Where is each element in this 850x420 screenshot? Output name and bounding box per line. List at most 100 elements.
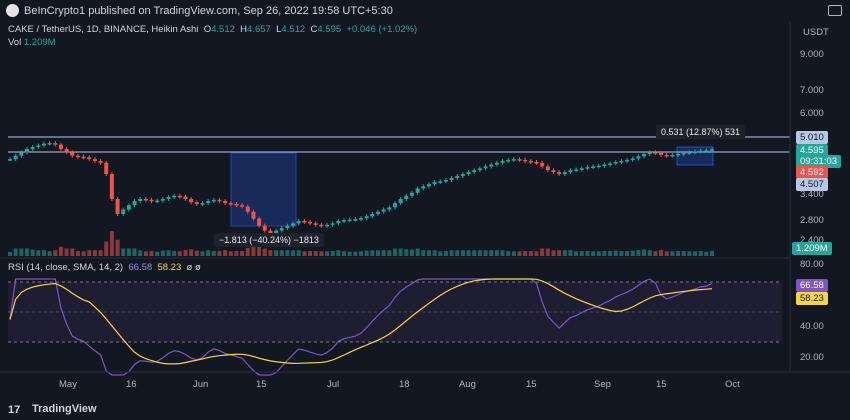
symbol-legend: CAKE / TetherUS, 1D, BINANCE, Heikin Ash… <box>8 24 417 35</box>
volume-bar <box>585 250 590 256</box>
volume-bar <box>347 251 352 256</box>
candle <box>636 156 641 159</box>
volume-bar <box>279 250 284 256</box>
candle <box>647 152 652 154</box>
volume-bar <box>596 251 601 256</box>
volume-bar <box>676 250 681 256</box>
candle <box>568 170 573 173</box>
candle <box>325 224 330 227</box>
tradingview-brand[interactable]: TradingView <box>32 403 97 415</box>
volume-bar <box>104 241 109 256</box>
volume-bar <box>143 251 148 256</box>
volume-bar <box>109 231 114 256</box>
candle <box>257 218 262 226</box>
support-badge: 4.507 <box>796 178 828 191</box>
candle <box>511 159 516 161</box>
rsi-label[interactable]: RSI (14, close, SMA, 14, 2) <box>8 262 124 273</box>
volume-bar <box>681 250 686 256</box>
candle <box>336 221 341 224</box>
volume-bar <box>449 250 454 256</box>
volume-bar <box>319 251 324 256</box>
rsi-tick: 80.00 <box>800 259 824 270</box>
candle <box>421 186 426 189</box>
candle <box>308 221 313 224</box>
candle <box>87 157 92 160</box>
candle <box>687 152 692 154</box>
volume-bar <box>70 248 75 256</box>
rsi-legend: RSI (14, close, SMA, 14, 2) 66.58 58.23 … <box>8 262 201 273</box>
candle <box>596 165 601 168</box>
candle <box>432 182 437 185</box>
volume-bar <box>494 250 499 256</box>
candle <box>268 230 273 234</box>
candle <box>206 201 211 204</box>
candle <box>228 203 233 205</box>
volume-bar <box>409 249 414 256</box>
candle <box>460 174 465 177</box>
candle <box>449 178 454 181</box>
volume-bar <box>19 248 24 256</box>
candle <box>557 172 562 175</box>
volume-bar <box>325 251 330 256</box>
camera-icon[interactable] <box>828 5 842 16</box>
volume-bar <box>483 250 488 256</box>
candle <box>160 198 165 201</box>
candle <box>466 172 471 175</box>
candle <box>483 166 488 169</box>
volume-bar <box>24 248 29 256</box>
volume-bar <box>710 250 714 256</box>
volume-bar <box>217 250 222 256</box>
volume-bar <box>121 248 126 256</box>
volume-bar <box>240 250 245 256</box>
time-tick: Oct <box>725 379 740 390</box>
candle <box>109 174 114 199</box>
volume-bar <box>664 251 669 256</box>
candle <box>664 154 669 157</box>
rsi-line <box>9 278 713 376</box>
candle <box>251 211 256 219</box>
candle <box>24 149 29 153</box>
rsi-tick: 20.00 <box>800 352 824 363</box>
volume-bar <box>545 248 550 256</box>
publisher-bar: BeInCrypto1 published on TradingView.com… <box>0 0 850 22</box>
candle <box>223 201 228 204</box>
volume-bar <box>234 250 239 256</box>
volume-bar <box>602 250 607 256</box>
candles <box>8 141 714 236</box>
candle <box>92 159 97 161</box>
candle <box>166 196 171 199</box>
low-value: 4.512 <box>281 24 306 35</box>
candle <box>138 198 143 202</box>
volume-bar <box>404 249 409 256</box>
candle <box>41 143 46 146</box>
measure-up-label: 0.531 (12.87%) 531 <box>656 125 746 139</box>
volume-bar <box>415 248 420 256</box>
candle <box>676 153 681 156</box>
volume-bar <box>115 239 120 256</box>
volume-bar <box>160 250 165 256</box>
volume-bar <box>53 250 58 256</box>
symbol-title[interactable]: CAKE / TetherUS, 1D, BINANCE, Heikin Ash… <box>8 24 199 35</box>
rsi-tick: 40.00 <box>800 321 824 332</box>
candle <box>613 162 618 164</box>
candle <box>710 149 714 151</box>
candle <box>19 152 24 156</box>
volume-bar <box>13 248 18 256</box>
price-tick: 6.000 <box>800 108 824 119</box>
volume-bar <box>540 248 545 256</box>
open-value: 4.512 <box>211 24 235 35</box>
volume-bar <box>194 250 199 256</box>
time-tick: 16 <box>126 379 137 390</box>
candle <box>455 176 460 179</box>
candle <box>585 167 590 169</box>
volume-bar <box>172 250 177 256</box>
volume-bar <box>500 250 505 256</box>
candle <box>670 154 675 157</box>
candle <box>291 223 296 226</box>
candle <box>404 195 409 199</box>
candle <box>319 224 324 227</box>
candle <box>211 199 216 202</box>
rsi-sma-badge: 58.23 <box>796 292 828 305</box>
candle <box>30 146 35 150</box>
